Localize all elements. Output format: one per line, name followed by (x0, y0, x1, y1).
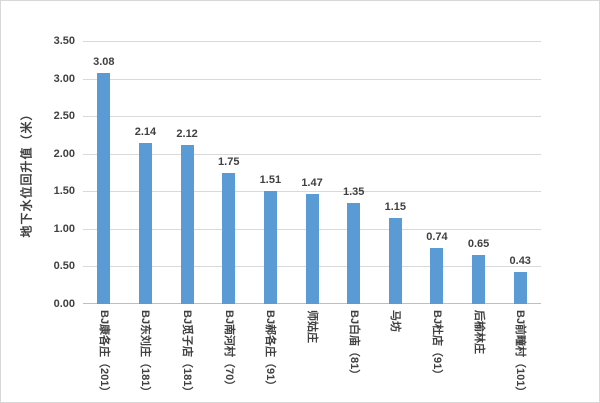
bars-container: 3.08 2.14 2.12 1.75 1.51 1.47 1.35 1.15 0.74 0.65… (83, 41, 541, 304)
x-category-label-text: BJ杜店（91） (430, 310, 443, 381)
x-category-label-text: BJ前疃村（101） (514, 310, 527, 398)
gridline (83, 116, 541, 118)
bar (263, 190, 277, 304)
x-category-label-text: BJ南河村（70） (222, 310, 235, 392)
y-tick-label: 1.00 (53, 222, 75, 235)
x-category-label: BJ康各庄（201） (83, 310, 125, 398)
x-axis-category-labels: BJ康各庄（201） BJ东刘庄（181） BJ觅子店（181） BJ南河村（70） B… (83, 310, 541, 398)
bar-slot: 1.51 (250, 41, 292, 304)
bar-value-label: 1.15 (384, 200, 407, 213)
x-category-label-text: BJ觅子店（181） (181, 310, 194, 398)
x-category-label-text: BJ康各庄（201） (97, 310, 110, 398)
bar (472, 255, 486, 304)
gridline (83, 153, 541, 155)
x-category-label-text: 马坊 (389, 310, 402, 332)
bar-value-label: 1.51 (259, 173, 282, 186)
bar (430, 248, 444, 304)
bar (97, 72, 111, 304)
bar-slot: 1.47 (291, 41, 333, 304)
bar-value-label: 0.74 (426, 231, 448, 244)
y-axis-title-text: 地下水位回升值（米） (19, 107, 34, 238)
plot-area: 3.08 2.14 2.12 1.75 1.51 1.47 1.35 1.15 0.74 0.65… (83, 41, 541, 304)
x-category-label: BJ南河村（70） (208, 310, 250, 398)
bar-value-label: 2.14 (134, 126, 157, 139)
bar-slot: 1.15 (374, 41, 416, 304)
x-category-label: BJ前疃村（101） (499, 310, 541, 398)
bar-value-label: 0.65 (467, 238, 490, 251)
bar-slot: 2.14 (125, 41, 167, 304)
x-category-label-text: BJ白庙（81） (347, 310, 360, 381)
gridline (83, 191, 541, 193)
bar (347, 202, 361, 304)
y-tick-label: 1.50 (53, 185, 75, 198)
bar-value-label: 0.43 (509, 254, 531, 267)
x-category-label: BJ白庙（81） (333, 310, 375, 398)
bar-slot: 2.12 (166, 41, 208, 304)
y-tick-label: 3.50 (53, 35, 75, 47)
x-category-label-text: BJ郝各庄（91） (264, 310, 277, 392)
bar (305, 193, 319, 304)
bar-slot: 0.74 (416, 41, 458, 304)
bar-value-label: 3.08 (93, 55, 115, 68)
bar-value-label: 1.47 (301, 176, 323, 189)
bar-slot: 0.43 (499, 41, 541, 304)
x-category-label: BJ东刘庄（181） (125, 310, 167, 398)
x-category-label: BJ杜店（91） (416, 310, 458, 398)
x-category-label: 马坊 (374, 310, 416, 398)
x-category-label: 后榆林庄 (458, 310, 500, 398)
bar-value-label: 1.35 (342, 185, 365, 198)
bar-slot: 0.65 (458, 41, 500, 304)
x-category-label-text: BJ东刘庄（181） (139, 310, 152, 398)
gridline (83, 41, 541, 42)
x-category-label: BJ郝各庄（91） (250, 310, 292, 398)
y-tick-label: 0.50 (53, 260, 75, 273)
x-category-label-text: 师姑庄 (306, 310, 319, 343)
y-tick-label: 0.00 (53, 298, 75, 310)
bar-slot: 3.08 (83, 41, 125, 304)
bar-value-label: 2.12 (176, 127, 198, 140)
bar-slot: 1.75 (208, 41, 250, 304)
bar (222, 172, 236, 304)
x-category-label-text: 后榆林庄 (472, 310, 485, 354)
x-category-label: BJ觅子店（181） (166, 310, 208, 398)
y-tick-label: 3.00 (53, 72, 75, 85)
gridline (83, 78, 541, 80)
y-tick-label: 2.00 (53, 147, 75, 160)
bar-slot: 1.35 (333, 41, 375, 304)
bar (388, 217, 402, 304)
bar (513, 271, 527, 304)
bar (180, 144, 194, 304)
bar (138, 143, 152, 304)
y-tick-label: 2.50 (53, 110, 75, 123)
x-category-label: 师姑庄 (291, 310, 333, 398)
bar-value-label: 1.75 (218, 155, 240, 168)
